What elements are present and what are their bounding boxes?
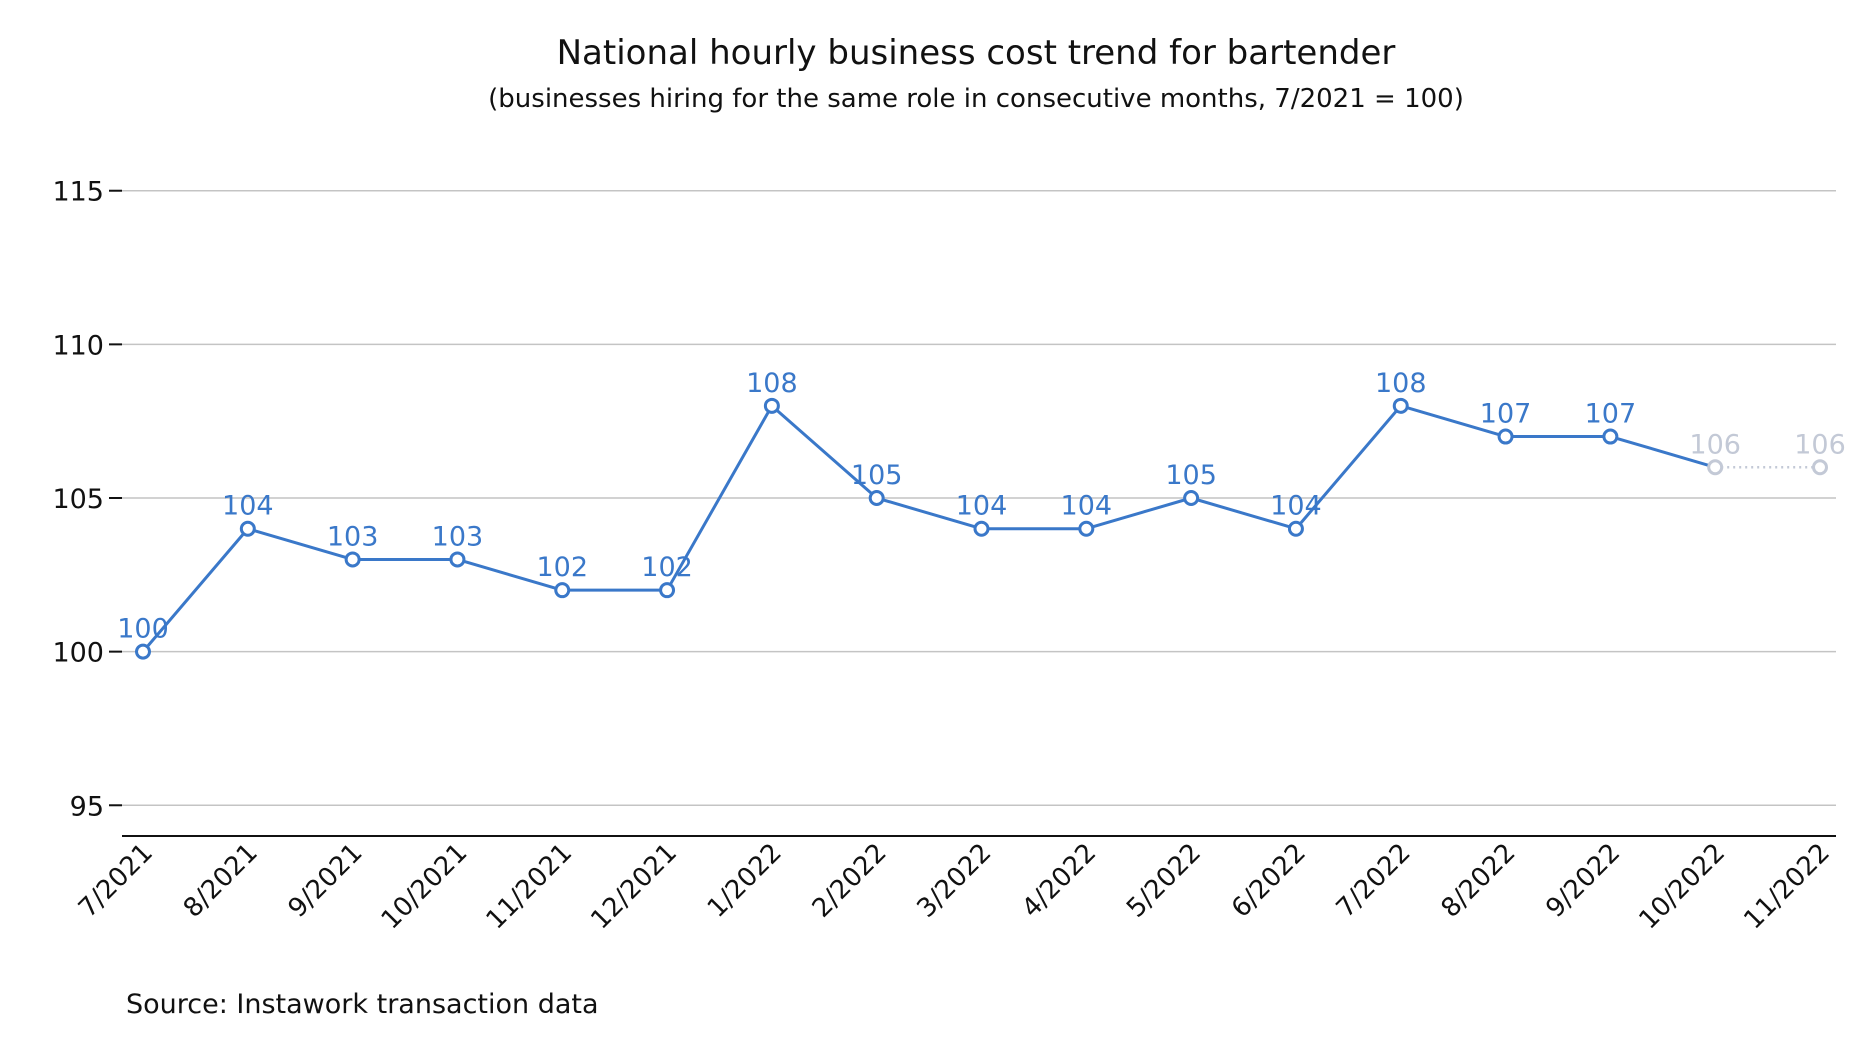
y-tick-label: 115 bbox=[52, 177, 104, 208]
data-label: 103 bbox=[432, 521, 484, 552]
data-label: 103 bbox=[327, 521, 379, 552]
data-label: 100 bbox=[117, 614, 169, 645]
data-point bbox=[1812, 459, 1828, 476]
x-tick-label: 8/2021 bbox=[178, 838, 264, 924]
data-label: 106 bbox=[1794, 429, 1846, 460]
x-tick-label: 5/2022 bbox=[1121, 838, 1207, 924]
x-tick-label: 1/2022 bbox=[702, 838, 788, 924]
x-tick-label: 6/2022 bbox=[1226, 838, 1312, 924]
data-label: 107 bbox=[1585, 399, 1637, 430]
y-axis: 95 100 105 110 115 bbox=[52, 177, 122, 822]
data-label: 108 bbox=[1375, 368, 1427, 399]
data-label: 105 bbox=[851, 460, 903, 491]
x-tick-label: 4/2022 bbox=[1016, 838, 1102, 924]
x-tick-label: 7/2022 bbox=[1331, 838, 1417, 924]
data-point bbox=[449, 551, 466, 568]
data-point bbox=[135, 643, 151, 660]
x-tick-label: 2/2022 bbox=[807, 838, 893, 924]
x-axis: 7/2021 8/2021 9/2021 10/2021 11/2021 12/2021 1… bbox=[73, 835, 1836, 936]
data-point bbox=[1183, 490, 1200, 506]
x-tick-label: 7/2021 bbox=[73, 838, 159, 924]
chart-title: National hourly business cost trend for … bbox=[557, 33, 1396, 73]
x-tick-label: 9/2021 bbox=[283, 838, 369, 924]
data-label: 104 bbox=[956, 491, 1008, 522]
data-label: 102 bbox=[641, 552, 693, 583]
data-point bbox=[344, 551, 361, 568]
data-label: 107 bbox=[1480, 399, 1532, 430]
data-point bbox=[1078, 520, 1095, 537]
data-point bbox=[659, 582, 676, 599]
x-tick-label: 10/2022 bbox=[1634, 838, 1732, 936]
y-tick-label: 95 bbox=[70, 791, 104, 822]
x-tick-label: 3/2022 bbox=[912, 838, 998, 924]
data-label: 104 bbox=[1270, 491, 1322, 522]
x-tick-label: 8/2022 bbox=[1436, 838, 1522, 924]
y-tick-label: 100 bbox=[52, 638, 104, 669]
data-point bbox=[554, 582, 571, 599]
data-point bbox=[1497, 428, 1514, 445]
y-tick-label: 105 bbox=[52, 484, 104, 515]
x-tick-label: 12/2021 bbox=[585, 838, 683, 936]
gridlines bbox=[122, 189, 1836, 807]
x-tick-label: 11/2022 bbox=[1738, 838, 1836, 936]
series-line-solid bbox=[141, 404, 1716, 653]
source-note: Source: Instawork transaction data bbox=[126, 989, 599, 1020]
x-tick-label: 10/2021 bbox=[376, 838, 474, 936]
data-label: 104 bbox=[222, 491, 274, 522]
data-point bbox=[1287, 520, 1304, 537]
data-point bbox=[763, 397, 780, 414]
data-point bbox=[973, 520, 990, 537]
data-label: 104 bbox=[1061, 491, 1113, 522]
data-point bbox=[868, 490, 885, 506]
series-line bbox=[141, 404, 1820, 653]
x-tick-label: 9/2022 bbox=[1540, 838, 1626, 924]
data-labels: 100 104 103 103 102 102 108 105 104 104 105 104 108 1… bbox=[117, 368, 1846, 645]
data-label: 102 bbox=[536, 552, 588, 583]
data-label: 106 bbox=[1689, 429, 1741, 460]
chart-subtitle: (businesses hiring for the same role in … bbox=[488, 84, 1464, 114]
data-label: 105 bbox=[1165, 460, 1217, 491]
data-point bbox=[1602, 428, 1619, 445]
data-label: 108 bbox=[746, 368, 798, 399]
x-tick-label: 11/2021 bbox=[481, 838, 579, 936]
data-point bbox=[239, 520, 256, 537]
data-point bbox=[1392, 397, 1409, 414]
data-point bbox=[1707, 459, 1724, 476]
y-tick-label: 110 bbox=[52, 330, 104, 361]
series-points bbox=[135, 397, 1828, 660]
